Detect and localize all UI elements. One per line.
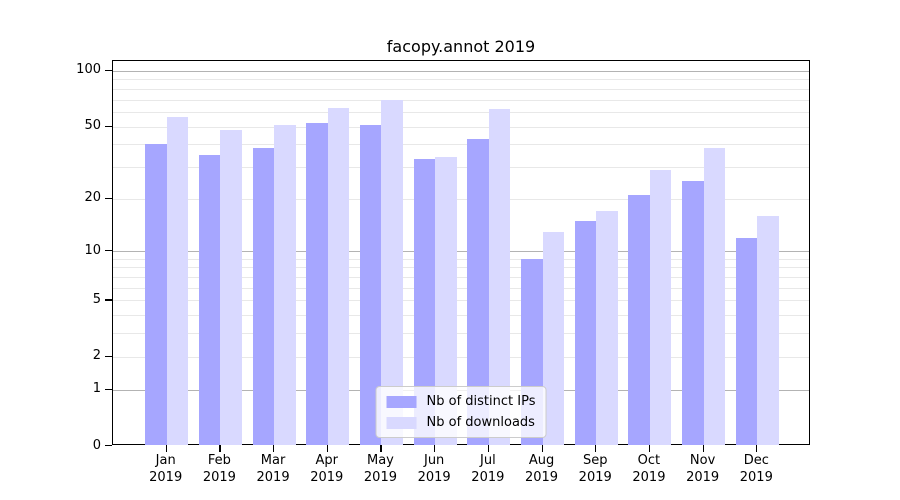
bar-ips-jun: [413, 159, 436, 445]
gridline-minor: [113, 356, 809, 358]
legend-label-downloads: Nb of downloads: [426, 415, 535, 430]
x-tick-label: Jul 2019: [471, 453, 505, 485]
x-tick-mark: [756, 445, 758, 452]
y-tick-mark: [105, 445, 112, 447]
y-tick-label: 0: [92, 437, 101, 453]
x-tick-label: Apr 2019: [310, 453, 344, 485]
gridline-minor: [113, 144, 809, 146]
bar-downloads-oct: [649, 169, 672, 445]
x-tick-mark: [648, 445, 651, 452]
bar-downloads-sep: [596, 211, 618, 445]
bar-downloads-jul: [488, 109, 511, 445]
bar-ips-mar: [252, 148, 275, 445]
bar-downloads-jun: [435, 157, 457, 445]
legend-entry-distinct-ips: Nb of distinct IPs: [386, 394, 536, 409]
x-tick-mark: [219, 445, 221, 452]
y-tick-mark: [105, 125, 112, 127]
gridline-minor: [113, 315, 809, 317]
x-tick-label: Mar 2019: [256, 453, 290, 485]
y-tick-mark: [105, 355, 112, 357]
gridline-minor: [113, 99, 809, 101]
bar-ips-dec: [735, 237, 758, 445]
bar-ips-feb: [198, 154, 221, 445]
legend-swatch-downloads-icon: [386, 416, 417, 429]
x-tick-mark: [380, 445, 382, 452]
x-tick-mark: [434, 445, 436, 452]
x-tick-mark: [273, 445, 275, 452]
y-tick-label: 1: [92, 381, 101, 397]
bar-downloads-may: [381, 99, 403, 445]
legend-entry-downloads: Nb of downloads: [386, 415, 536, 430]
gridline-major: [113, 251, 809, 253]
bar-downloads-jan: [166, 117, 189, 445]
y-tick-label: 20: [84, 190, 101, 206]
x-tick-mark: [165, 445, 167, 452]
gridline-minor: [113, 126, 809, 128]
bar-ips-oct: [628, 194, 650, 445]
gridline-minor: [113, 333, 809, 335]
x-tick-label: Aug 2019: [524, 453, 559, 485]
x-tick-label: Oct 2019: [632, 453, 666, 485]
bar-downloads-mar: [274, 124, 296, 445]
gridline-minor: [113, 198, 809, 200]
gridline-minor: [113, 300, 809, 302]
y-tick-label: 100: [76, 62, 101, 78]
gridline-major: [113, 70, 809, 72]
y-tick-label: 10: [84, 242, 101, 258]
bar-downloads-dec: [757, 215, 779, 445]
y-tick-label: 5: [92, 291, 101, 307]
bar-downloads-apr: [327, 108, 350, 445]
bar-ips-jul: [467, 138, 489, 445]
y-tick-mark: [105, 69, 112, 72]
x-tick-label: Sep 2019: [578, 453, 612, 485]
legend: Nb of distinct IPs Nb of downloads: [375, 386, 547, 438]
gridline-minor: [113, 258, 809, 260]
x-tick-label: Feb 2019: [202, 453, 236, 485]
y-tick-mark: [105, 250, 112, 252]
gridline-minor: [113, 111, 809, 113]
gridline-minor: [113, 277, 809, 279]
bar-ips-sep: [574, 220, 597, 445]
y-tick-mark: [105, 388, 112, 390]
x-tick-mark: [326, 445, 328, 452]
y-tick-mark: [105, 197, 112, 199]
legend-swatch-distinct-ips-icon: [386, 395, 417, 408]
x-tick-label: Dec 2019: [739, 453, 773, 485]
x-tick-mark: [487, 445, 490, 452]
chart-title: facopy.annot 2019: [386, 37, 536, 56]
x-tick-mark: [541, 445, 543, 452]
x-tick-label: May 2019: [363, 453, 397, 485]
gridline-minor: [113, 166, 809, 168]
bar-downloads-feb: [220, 129, 242, 445]
x-tick-mark: [702, 445, 704, 452]
bar-downloads-nov: [703, 148, 726, 445]
bar-ips-jan: [145, 144, 167, 445]
x-tick-mark: [595, 445, 597, 452]
x-tick-label: Jan 2019: [149, 453, 183, 485]
bar-ips-nov: [682, 181, 704, 445]
legend-label-distinct-ips: Nb of distinct IPs: [426, 394, 536, 409]
gridline-minor: [113, 267, 809, 269]
bar-downloads-aug: [542, 231, 564, 445]
y-tick-mark: [105, 299, 112, 301]
y-tick-label: 50: [84, 118, 101, 133]
gridline-minor: [113, 88, 809, 90]
bar-ips-apr: [306, 123, 328, 445]
plot-area: Nb of distinct IPs Nb of downloads: [112, 60, 810, 445]
gridline-minor: [113, 79, 809, 81]
x-tick-label: Jun 2019: [417, 453, 451, 485]
gridline-minor: [113, 287, 809, 289]
x-tick-label: Nov 2019: [686, 453, 720, 485]
bar-ips-may: [359, 124, 382, 445]
y-tick-label: 2: [92, 348, 101, 364]
